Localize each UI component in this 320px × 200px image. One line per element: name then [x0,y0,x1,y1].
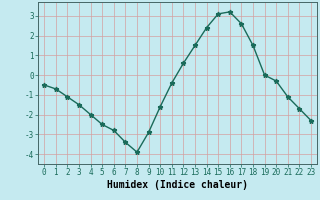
X-axis label: Humidex (Indice chaleur): Humidex (Indice chaleur) [107,180,248,190]
